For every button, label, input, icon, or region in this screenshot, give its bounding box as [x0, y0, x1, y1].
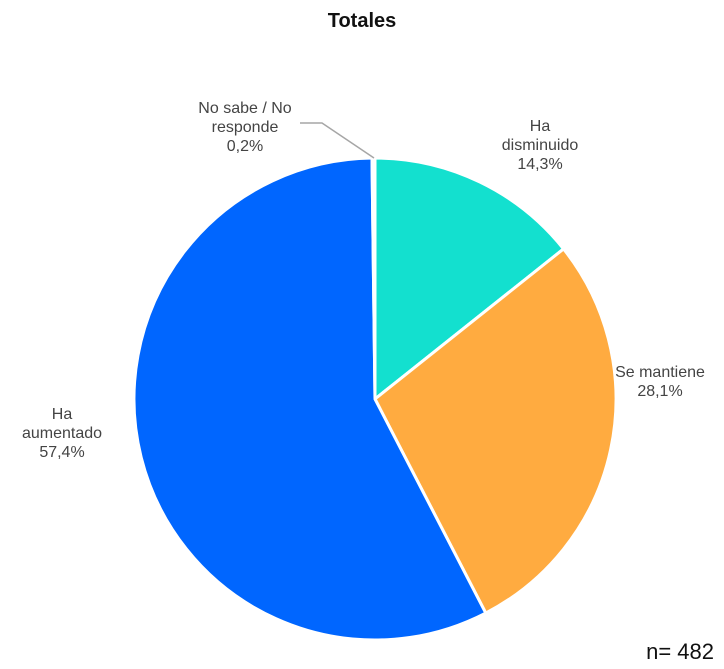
- category-label: Ha disminuido: [501, 118, 579, 154]
- leader-line: [300, 122, 375, 159]
- value-label: 28,1%: [637, 383, 683, 400]
- slice-label: No sabe / No responde 0,2%: [178, 99, 313, 156]
- pie-slice: [132, 156, 488, 642]
- pie-slice: [373, 246, 618, 616]
- category-label: Ha aumentado: [21, 406, 103, 442]
- value-label: 0,2%: [226, 138, 264, 155]
- slice-label: Ha aumentado 57,4%: [15, 405, 110, 462]
- value-label: 57,4%: [39, 444, 85, 461]
- category-label: Se mantiene: [615, 364, 705, 381]
- slice-label: Ha disminuido 14,3%: [495, 117, 585, 174]
- slice-label: Se mantiene 28,1%: [595, 363, 724, 401]
- chart-title: Totales: [327, 10, 397, 32]
- annotation: n= 482: [646, 639, 714, 664]
- category-label: No sabe / No responde: [198, 100, 292, 136]
- pie-slice: [373, 156, 566, 403]
- value-label: 14,3%: [517, 156, 563, 173]
